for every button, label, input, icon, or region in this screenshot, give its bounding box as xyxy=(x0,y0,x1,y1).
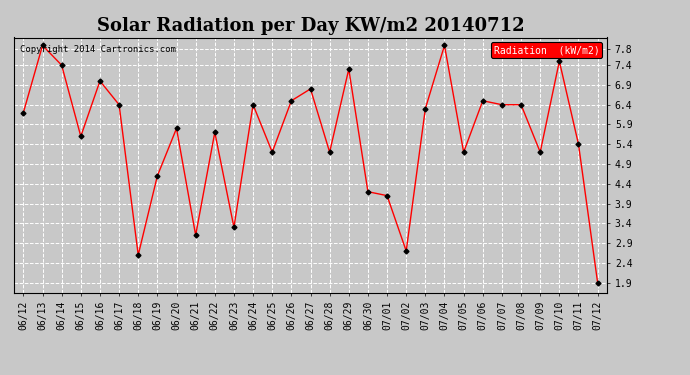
Title: Solar Radiation per Day KW/m2 20140712: Solar Radiation per Day KW/m2 20140712 xyxy=(97,16,524,34)
Text: Copyright 2014 Cartronics.com: Copyright 2014 Cartronics.com xyxy=(20,45,176,54)
Legend: Radiation  (kW/m2): Radiation (kW/m2) xyxy=(491,42,602,58)
